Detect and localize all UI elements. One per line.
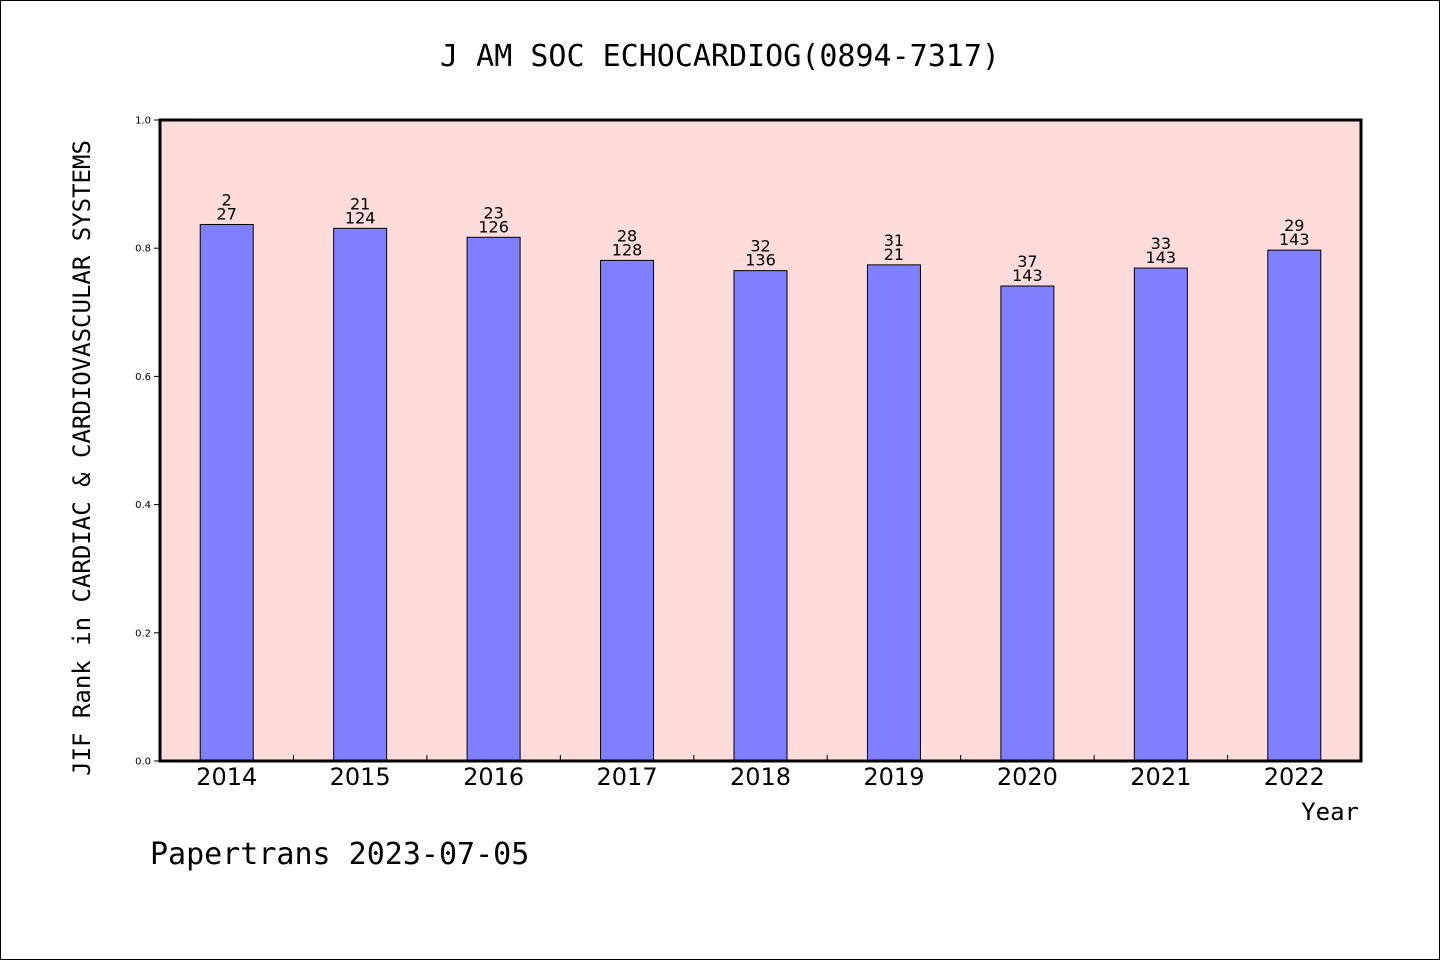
chart-title: J AM SOC ECHOCARDIOG(0894-7317) [440, 39, 1000, 74]
y-axis-ticks: 0.0 0.2 0.4 0.6 0.8 1.0 [135, 116, 160, 768]
y-tick-label: 0.4 [135, 500, 151, 511]
bar-2018 [733, 270, 788, 762]
bar-total-label: 126 [478, 217, 509, 236]
bar-2017 [600, 259, 655, 762]
bar-2022 [1267, 249, 1322, 762]
bar-total-label: 143 [1146, 248, 1177, 267]
footer-credit: Papertrans 2023-07-05 [150, 837, 529, 872]
plot-border [158, 118, 1363, 763]
bar-total-label: 143 [1279, 230, 1310, 249]
bar-total-label: 27 [217, 204, 237, 223]
bar-rank-label: 29 [1284, 216, 1304, 235]
bar-total-label: 124 [345, 208, 376, 227]
x-tick-label: 2020 [997, 763, 1058, 791]
x-tick-label: 2019 [863, 763, 924, 791]
bar-2015 [333, 227, 388, 762]
x-tick-label: 2021 [1130, 763, 1191, 791]
bar-rank-label: 21 [350, 194, 370, 213]
x-axis-ticks: 2014 2015 2016 2017 2018 2019 2020 2021 2022 [196, 755, 1325, 791]
bar-total-label: 136 [745, 251, 776, 270]
y-tick-label: 0.6 [135, 372, 151, 383]
x-tick-label: 2015 [330, 763, 391, 791]
x-tick-label: 2016 [463, 763, 524, 791]
x-tick-label: 2022 [1264, 763, 1325, 791]
y-tick-label: 1.0 [135, 116, 151, 127]
x-axis-label: Year [1301, 798, 1359, 826]
x-tick-label: 2014 [196, 763, 257, 791]
y-tick-label: 0.8 [135, 244, 151, 255]
bar-2021 [1133, 267, 1188, 762]
bar-2020 [1000, 285, 1055, 762]
bar-rank-label: 2 [222, 190, 232, 209]
bar-2019 [866, 264, 921, 762]
bar-2016 [466, 236, 521, 762]
bars-group [199, 223, 1322, 762]
x-tick-label: 2017 [597, 763, 658, 791]
bar-rank-label: 31 [884, 231, 904, 250]
bar-rank-label: 37 [1017, 252, 1037, 271]
y-axis-label: JIF Rank in CARDIAC & CARDIOVASCULAR SYS… [68, 140, 96, 776]
bar-total-label: 128 [612, 240, 643, 259]
x-tick-label: 2018 [730, 763, 791, 791]
bar-2014 [199, 223, 254, 762]
bar-rank-label: 32 [750, 237, 770, 256]
bar-total-label: 143 [1012, 266, 1043, 285]
y-tick-label: 0.0 [135, 757, 151, 768]
bar-rank-label: 28 [617, 226, 637, 245]
bar-total-label: 21 [884, 245, 904, 264]
bar-rank-label: 23 [483, 203, 503, 222]
y-tick-label: 0.2 [135, 628, 151, 639]
bar-rank-label: 33 [1151, 234, 1171, 253]
